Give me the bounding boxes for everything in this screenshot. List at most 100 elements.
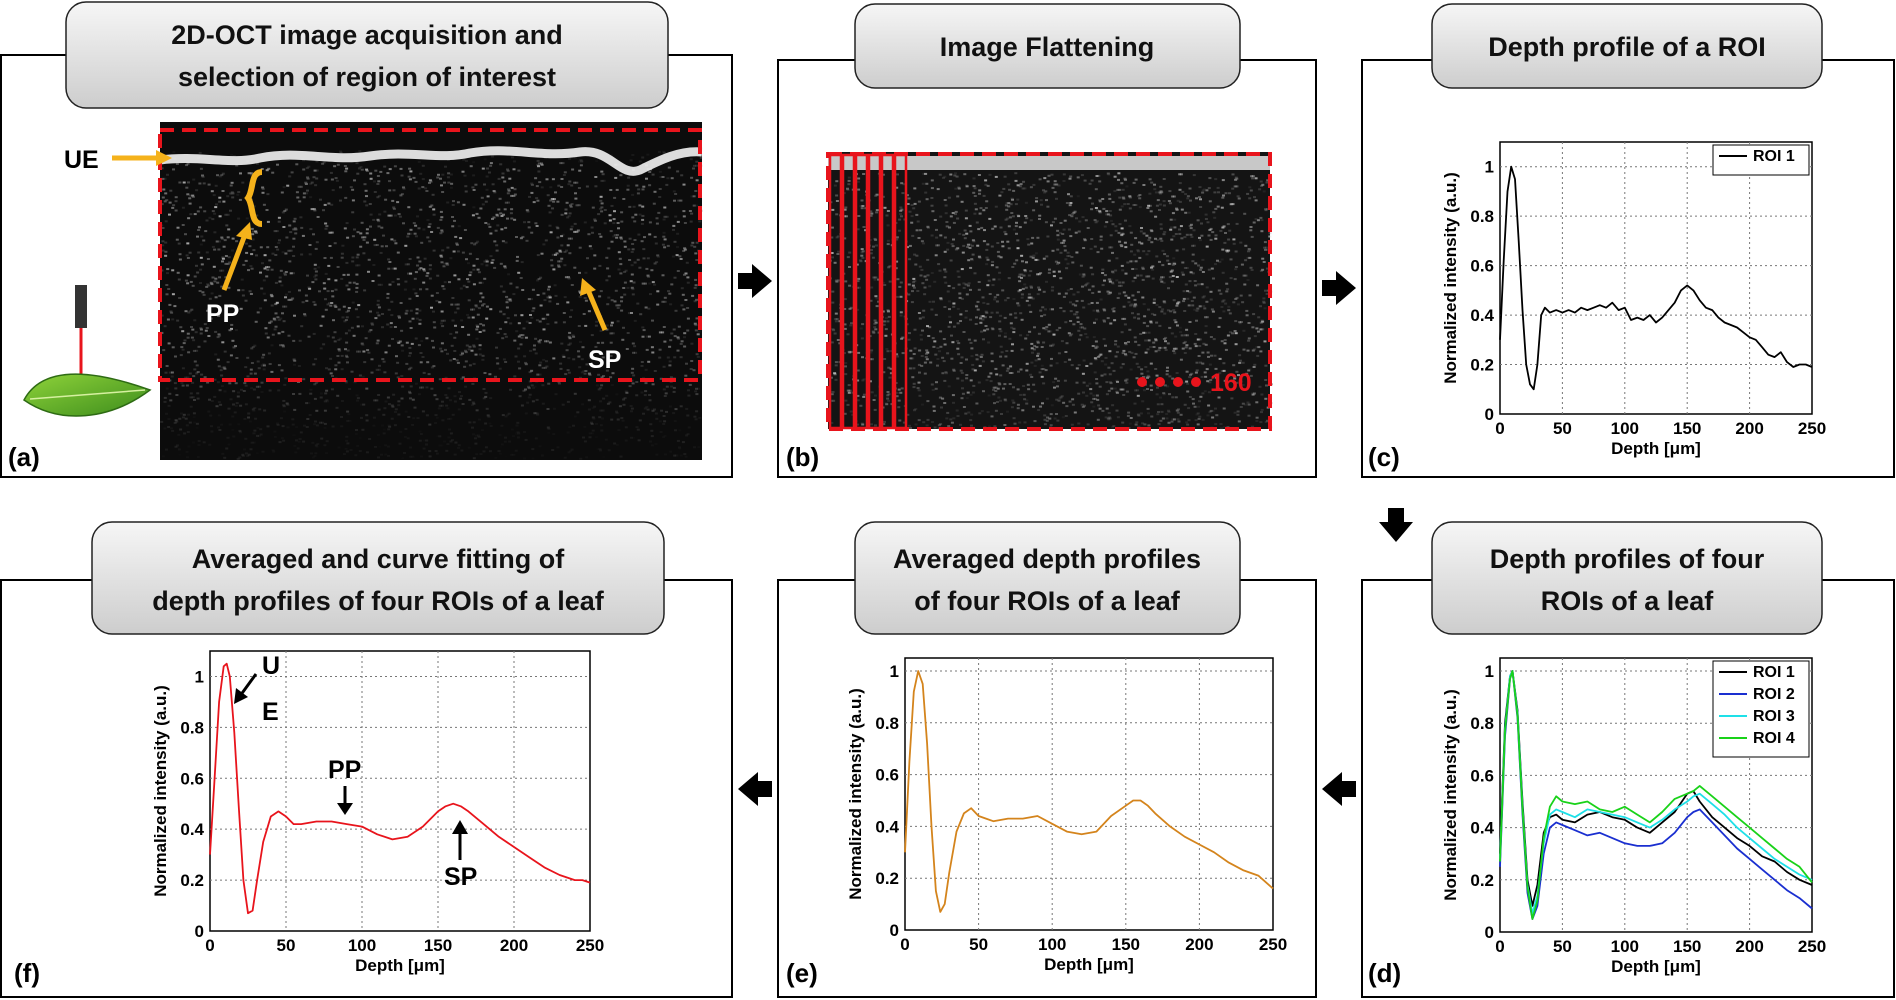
speckle xyxy=(1078,338,1081,341)
speckle xyxy=(560,178,564,180)
speckle xyxy=(243,382,247,385)
speckle xyxy=(1119,388,1123,391)
speckle xyxy=(467,280,471,283)
speckle xyxy=(342,305,346,308)
speckle xyxy=(185,254,189,257)
speckle xyxy=(1175,249,1179,252)
speckle xyxy=(329,256,333,259)
speckle xyxy=(663,206,667,209)
speckle xyxy=(532,387,535,389)
speckle xyxy=(1089,388,1093,391)
speckle xyxy=(1095,382,1099,385)
speckle xyxy=(446,201,450,204)
speckle xyxy=(915,254,919,257)
speckle xyxy=(631,193,635,196)
speckle xyxy=(469,271,473,274)
speckle xyxy=(207,410,211,413)
speckle xyxy=(489,162,493,165)
speckle xyxy=(503,266,507,269)
speckle xyxy=(1055,413,1058,415)
speckle xyxy=(573,266,577,269)
arrow-pp xyxy=(221,231,249,291)
speckle xyxy=(1223,339,1227,341)
x-tick-label: 200 xyxy=(1735,419,1763,438)
speckle xyxy=(1077,230,1081,233)
speckle xyxy=(1077,422,1081,425)
speckle xyxy=(1164,336,1168,339)
speckle xyxy=(938,396,942,399)
speckle xyxy=(954,213,957,216)
speckle xyxy=(431,339,434,342)
speckle xyxy=(1071,303,1075,306)
speckle xyxy=(365,387,369,390)
speckle xyxy=(219,403,223,406)
speckle xyxy=(1144,351,1148,354)
speckle xyxy=(1189,223,1193,226)
speckle xyxy=(1107,366,1111,369)
speckle xyxy=(438,301,442,304)
speckle xyxy=(396,340,400,343)
speckle xyxy=(472,206,476,209)
speckle xyxy=(1064,321,1068,324)
speckle xyxy=(484,422,488,425)
speckle xyxy=(1182,248,1186,251)
flow-arrow-e-to-f xyxy=(738,772,772,806)
speckle xyxy=(831,301,835,304)
speckle xyxy=(539,445,542,447)
speckle xyxy=(428,205,432,208)
speckle xyxy=(919,229,923,232)
speckle xyxy=(950,421,954,424)
y-tick-label: 0.4 xyxy=(180,820,204,839)
speckle xyxy=(1123,317,1127,320)
speckle xyxy=(1108,381,1112,383)
speckle xyxy=(1160,239,1164,242)
y-tick-label: 0.8 xyxy=(1470,207,1494,226)
speckle xyxy=(430,306,433,309)
speckle xyxy=(536,279,540,282)
speckle xyxy=(376,175,380,177)
speckle xyxy=(539,304,543,307)
speckle xyxy=(973,195,977,197)
speckle xyxy=(1163,301,1167,304)
speckle xyxy=(900,215,903,218)
speckle xyxy=(1255,327,1259,330)
speckle xyxy=(663,246,667,249)
speckle xyxy=(913,187,917,190)
speckle xyxy=(682,250,686,252)
speckle xyxy=(415,295,419,297)
speckle xyxy=(1084,333,1088,335)
speckle xyxy=(551,207,554,210)
speckle xyxy=(1003,316,1007,319)
speckle xyxy=(990,352,994,355)
speckle xyxy=(1102,319,1106,322)
speckle xyxy=(1248,197,1252,200)
speckle xyxy=(1030,342,1034,345)
speckle xyxy=(887,393,891,396)
speckle xyxy=(1212,211,1216,214)
speckle xyxy=(1117,284,1121,287)
speckle xyxy=(314,274,318,277)
speckle xyxy=(247,172,251,175)
speckle xyxy=(191,194,195,197)
speckle xyxy=(291,423,295,426)
plot-area xyxy=(904,657,1274,931)
speckle xyxy=(860,254,864,257)
speckle xyxy=(1135,421,1139,424)
speckle xyxy=(316,216,320,218)
speckle xyxy=(449,399,452,402)
speckle xyxy=(594,345,598,348)
speckle xyxy=(186,336,190,339)
legend-entry: ROI 3 xyxy=(1753,708,1795,725)
speckle xyxy=(1250,175,1254,178)
speckle xyxy=(532,307,536,310)
speckle xyxy=(1052,333,1056,336)
speckle xyxy=(677,337,681,340)
speckle xyxy=(661,331,665,334)
speckle xyxy=(531,457,534,459)
speckle xyxy=(1114,355,1118,358)
speckle xyxy=(243,417,247,420)
x-tick-label: 250 xyxy=(576,936,604,955)
speckle xyxy=(1139,230,1143,233)
speckle xyxy=(199,268,203,271)
speckle xyxy=(873,408,877,411)
